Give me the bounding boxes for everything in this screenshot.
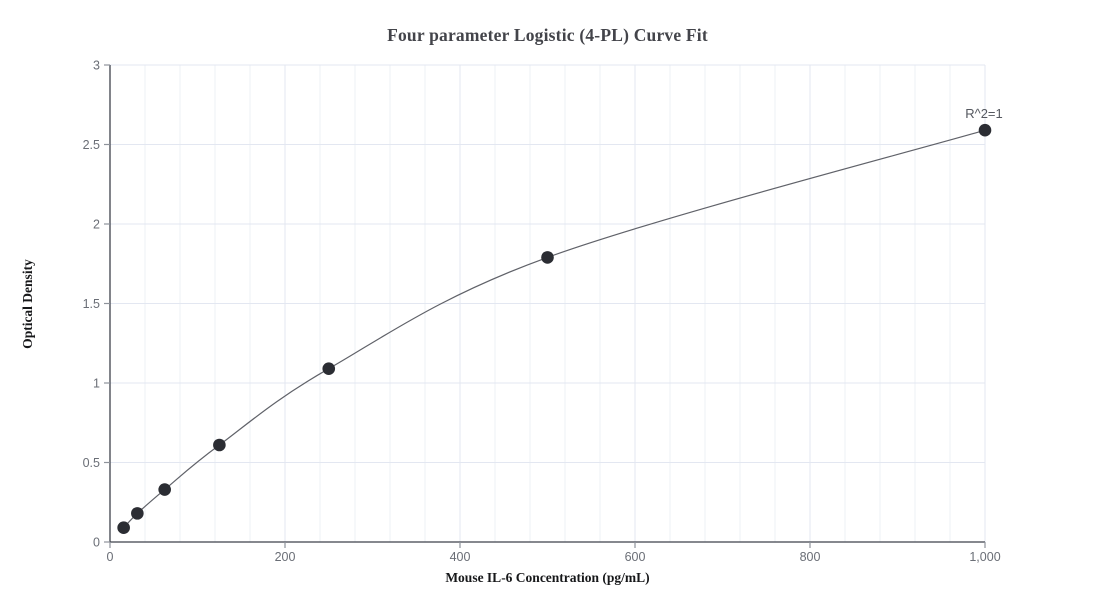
r-squared-annotation: R^2=1 <box>965 106 1003 121</box>
data-point-marker <box>978 123 992 137</box>
x-tick-label: 1,000 <box>969 550 1000 564</box>
data-point-marker <box>322 362 336 375</box>
y-tick-label: 2.5 <box>83 138 100 152</box>
y-tick-label: 1 <box>93 377 100 391</box>
x-tick-label: 800 <box>800 550 821 564</box>
y-tick-label: 3 <box>93 59 100 73</box>
x-tick-label: 200 <box>275 550 296 564</box>
y-tick-label: 0.5 <box>83 456 100 470</box>
data-point-marker <box>541 251 554 264</box>
data-point-marker <box>213 438 226 452</box>
chart-title: Four parameter Logistic (4-PL) Curve Fit <box>387 25 708 45</box>
x-axis-title: Mouse IL-6 Concentration (pg/mL) <box>445 570 650 585</box>
4pl-fit-curve <box>123 129 986 529</box>
data-point-marker <box>117 521 130 534</box>
x-tick-label: 600 <box>625 550 646 564</box>
y-tick-label: 1.5 <box>83 297 100 311</box>
data-point-marker <box>131 507 144 520</box>
y-tick-label: 0 <box>93 536 100 550</box>
x-tick-label: 0 <box>107 550 114 564</box>
y-tick-label: 2 <box>93 218 100 232</box>
x-tick-label: 400 <box>450 550 471 564</box>
data-point-marker <box>158 483 171 496</box>
